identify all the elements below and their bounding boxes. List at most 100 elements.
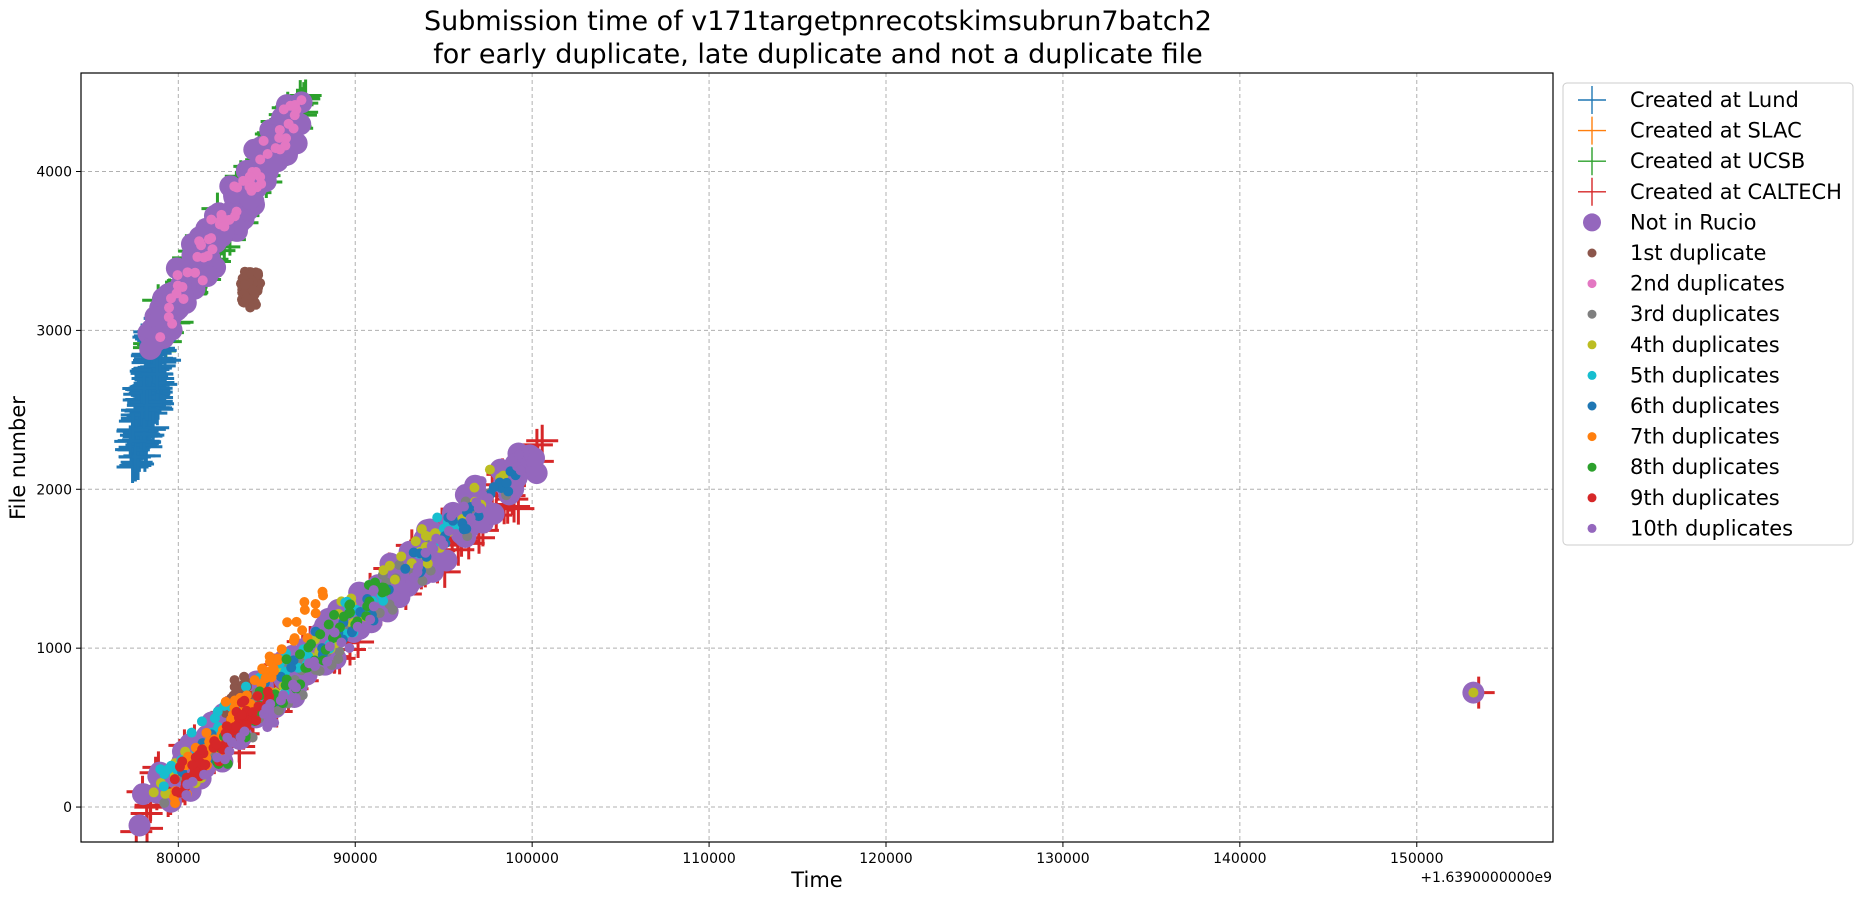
data-point (235, 732, 246, 743)
data-point (159, 769, 170, 780)
data-point (209, 713, 220, 724)
data-point (270, 143, 281, 154)
legend-entry: 8th duplicates (1587, 455, 1780, 479)
data-point (224, 746, 235, 757)
data-point (280, 140, 291, 151)
legend-label: 7th duplicates (1630, 425, 1780, 449)
legend-entry: Created at UCSB (1578, 147, 1805, 176)
data-point (370, 577, 381, 588)
data-point (141, 358, 174, 391)
data-point (186, 727, 197, 738)
data-point (469, 482, 480, 493)
data-point (482, 502, 505, 525)
series-2nd-duplicates (155, 95, 307, 343)
data-point (201, 727, 212, 738)
data-point (290, 693, 301, 704)
x-tick-label: 80000 (156, 851, 201, 867)
chart-title-line-1: Submission time of v171targetpnrecotskim… (424, 6, 1212, 37)
y-tick-label: 2000 (36, 482, 72, 498)
data-point (258, 135, 269, 146)
legend-marker (1587, 340, 1597, 350)
legend-marker (1587, 493, 1597, 503)
data-point (219, 214, 230, 225)
legend-marker (1583, 213, 1601, 232)
data-point (368, 585, 379, 596)
data-point (329, 627, 340, 638)
data-point (368, 601, 379, 612)
data-point (443, 526, 454, 537)
data-point (240, 681, 251, 692)
x-tick-label: 90000 (333, 851, 378, 867)
data-point (158, 781, 169, 792)
legend-entry: 3rd duplicates (1587, 302, 1780, 326)
data-point (170, 798, 181, 809)
data-point (139, 337, 162, 360)
legend-entry: 10th duplicates (1587, 516, 1793, 540)
data-point (171, 288, 182, 299)
plot-area (114, 79, 1495, 842)
data-point (471, 497, 482, 508)
data-point (239, 279, 250, 290)
data-point (247, 707, 258, 718)
data-point (435, 549, 458, 572)
grid-lines (81, 73, 1553, 842)
data-point (255, 154, 266, 165)
data-point (207, 244, 218, 255)
legend-label: 2nd duplicates (1630, 272, 1785, 296)
data-point (345, 607, 356, 618)
legend-frame (1562, 82, 1854, 546)
data-point (238, 175, 249, 186)
x-axis: 80000 90000 100000 110000 120000 130000 140000… (156, 842, 1443, 867)
data-point (148, 787, 159, 798)
data-point (122, 448, 155, 481)
x-tick-label: 140000 (1213, 851, 1266, 867)
data-point (252, 691, 263, 702)
data-point (169, 774, 180, 785)
data-point (192, 251, 203, 262)
data-point (412, 567, 423, 578)
data-point (280, 680, 291, 691)
data-point (286, 662, 297, 673)
data-point (262, 722, 273, 733)
data-point (190, 267, 201, 278)
data-point (262, 149, 273, 160)
data-point (229, 211, 240, 222)
legend-label: Not in Rucio (1630, 210, 1756, 234)
data-point (239, 671, 250, 682)
data-point (438, 539, 449, 550)
data-point (220, 696, 231, 707)
legend-marker (1587, 309, 1597, 319)
data-point (310, 608, 321, 619)
data-point (268, 663, 279, 674)
data-point (130, 388, 163, 421)
data-point (297, 625, 308, 636)
y-axis-label: File number (6, 396, 30, 520)
data-point (365, 614, 376, 625)
x-tick-label: 130000 (1036, 851, 1089, 867)
data-point (483, 493, 494, 504)
series-10th-duplicates (181, 449, 526, 800)
x-tick-label: 120000 (859, 851, 912, 867)
legend-label: 6th duplicates (1630, 394, 1780, 418)
data-point (177, 282, 188, 293)
data-point (484, 464, 495, 475)
data-point (246, 185, 257, 196)
legend-marker (1578, 86, 1606, 114)
plot-frame (80, 72, 1554, 843)
data-point (200, 759, 211, 770)
data-point (290, 682, 301, 693)
legend-label: Created at SLAC (1630, 119, 1802, 143)
data-point (380, 585, 391, 596)
legend-label: Created at CALTECH (1630, 180, 1842, 204)
y-tick-label: 4000 (36, 165, 72, 181)
data-point (251, 715, 262, 726)
legend-label: Created at UCSB (1630, 149, 1805, 173)
data-point (324, 641, 335, 652)
data-point (231, 721, 242, 732)
data-point (276, 644, 287, 655)
data-point (291, 616, 302, 627)
data-point (256, 178, 267, 189)
x-tick-label: 100000 (505, 851, 558, 867)
data-point (476, 476, 487, 487)
data-point (278, 104, 289, 115)
